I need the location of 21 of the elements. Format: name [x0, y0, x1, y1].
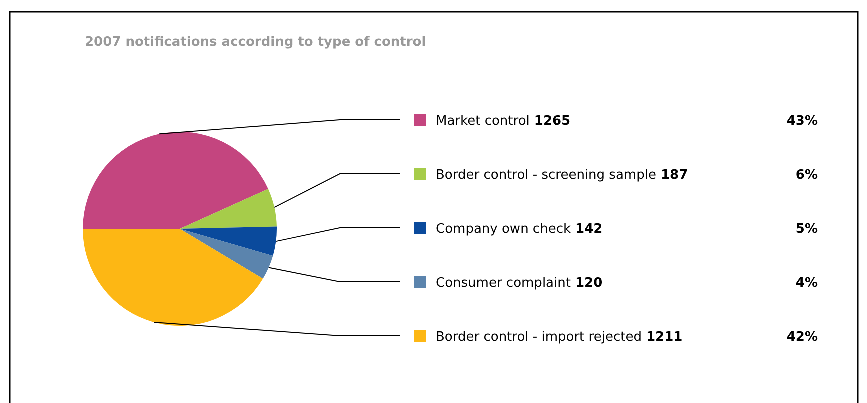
pie-slice [180, 229, 274, 279]
text: 43% [786, 114, 818, 129]
data-label: 120 [570, 276, 603, 291]
legend-label: Border control - import rejected [436, 330, 642, 345]
legend-label: Company own check [436, 222, 571, 237]
text: 5% [796, 222, 818, 237]
legend-label: Consumer complaint [436, 276, 571, 291]
text: 6% [796, 168, 818, 183]
data-label: 187 [656, 168, 688, 183]
text: 42% [786, 330, 818, 345]
text: 4% [796, 276, 818, 291]
data-label: 142 [571, 222, 603, 237]
chart-title: 2007 notifications according to type of control [85, 35, 426, 50]
legend-label: Border control - screening sample [436, 168, 656, 183]
pie-slice [83, 132, 268, 229]
pie-slice [83, 229, 264, 326]
data-label: 1211 [642, 330, 683, 345]
data-label: 1265 [530, 114, 571, 129]
pie-slice [180, 226, 277, 256]
legend-label: Market control [436, 114, 530, 129]
pie-slice [180, 189, 277, 229]
